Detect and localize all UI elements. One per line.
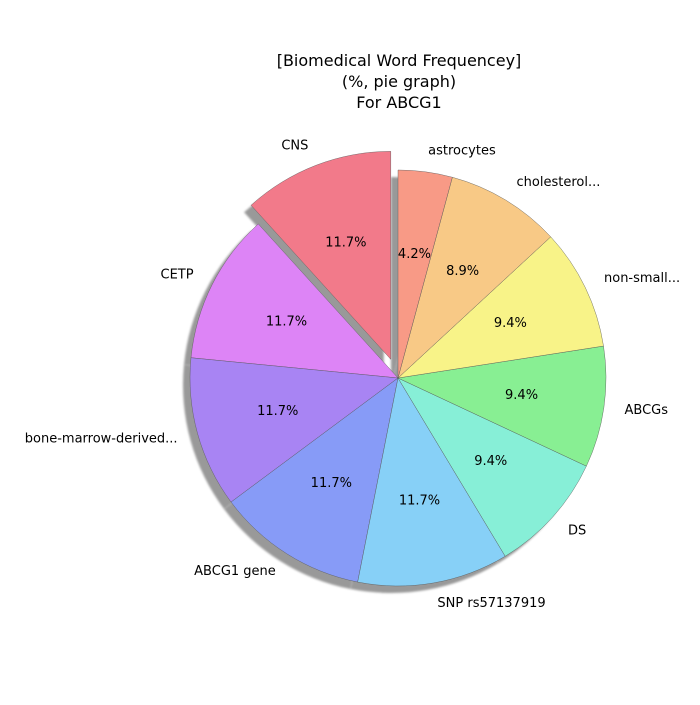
slice-label-3: bone-marrow-derived... [25, 432, 178, 447]
chart-title-line-2: (%, pie graph) [341, 72, 457, 91]
pie-slice-2 [190, 223, 399, 379]
pie-label-layer: CNS 11.7% CETP 11.7% bone-marrow-derived... 1… [25, 138, 680, 610]
slice-label-6: DS [568, 524, 586, 539]
slice-percent-label-8: 9.4% [494, 316, 527, 331]
pie-slice-5 [357, 377, 506, 587]
slice-percent-label-6: 9.4% [474, 454, 507, 469]
slice-label-4: ABCG1 gene [194, 564, 276, 579]
pie-slice-4 [230, 377, 399, 583]
slice-percent-label-3: 11.7% [257, 404, 298, 419]
chart-title-line-3: For ABCG1 [356, 93, 442, 112]
pie-slice-7 [397, 345, 607, 467]
slice-label-1: CNS [281, 138, 308, 153]
pie-slice-6 [397, 377, 587, 557]
pie-slice-9 [397, 176, 552, 379]
chart-title-line-1: [Biomedical Word Frequencey] [276, 51, 522, 70]
pie-slice-3 [189, 357, 399, 503]
slice-label-10: astrocytes [428, 144, 496, 159]
slice-percent-label-10: 4.2% [398, 247, 431, 262]
slice-percent-label-4: 11.7% [311, 476, 352, 491]
chart-title: [Biomedical Word Frequencey] (%, pie gra… [0, 50, 700, 113]
slice-label-8: non-small... [604, 271, 680, 286]
pie-slice-layer [189, 151, 607, 587]
slice-label-5: SNP rs57137919 [437, 596, 545, 611]
pie-slice-8 [397, 236, 604, 379]
slice-percent-label-9: 8.9% [446, 264, 479, 279]
slice-percent-label-1: 11.7% [325, 235, 366, 250]
slice-label-9: cholesterol... [517, 175, 601, 190]
slice-label-2: CETP [161, 268, 194, 283]
pie-slice-10 [397, 169, 453, 379]
slice-percent-label-5: 11.7% [399, 493, 440, 508]
slice-percent-label-7: 9.4% [505, 388, 538, 403]
slice-label-7: ABCGs [625, 403, 669, 418]
slice-percent-label-2: 11.7% [266, 314, 307, 329]
pie-slice-1 [250, 151, 391, 360]
